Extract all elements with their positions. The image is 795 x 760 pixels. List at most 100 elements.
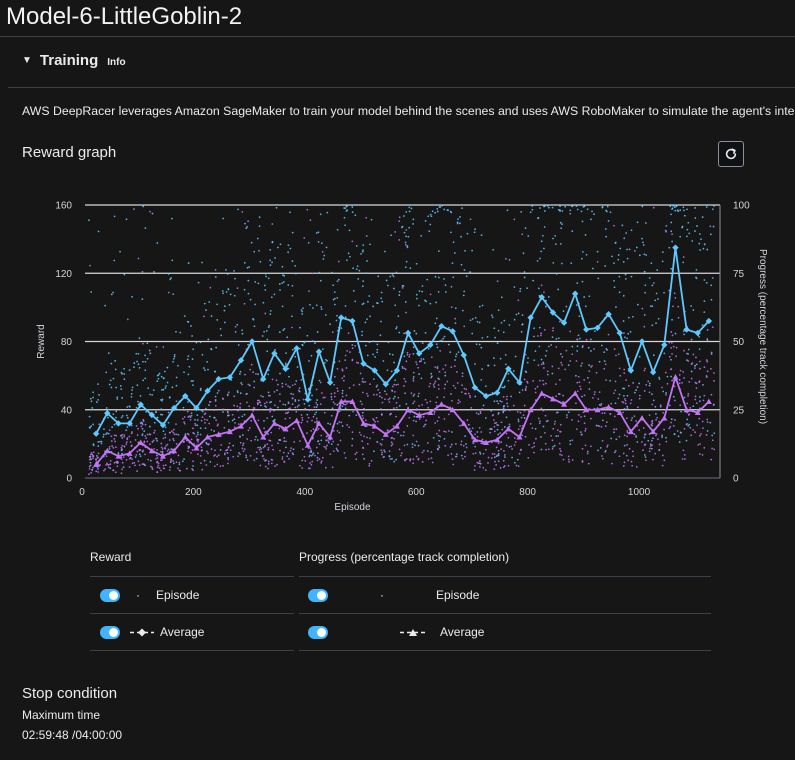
progress-episode-dot (464, 455, 466, 458)
reward-episode-dot (128, 405, 131, 408)
reward-episode-dot (597, 277, 600, 280)
reward-episode-dot (144, 354, 146, 357)
progress-episode-dot (364, 419, 367, 422)
progress-episode-dot (331, 331, 334, 334)
progress-episode-dot (323, 445, 326, 448)
progress-episode-dot (586, 450, 589, 453)
reward-average-point (516, 379, 523, 386)
progress-episode-dot (227, 462, 229, 465)
progress-episode-dot (560, 454, 563, 457)
info-link[interactable]: Info (107, 56, 126, 68)
reward-episode-toggle[interactable] (100, 588, 120, 602)
progress-episode-dot (256, 402, 259, 405)
reward-episode-dot (316, 399, 319, 401)
refresh-button[interactable] (718, 141, 744, 167)
training-section-header[interactable]: ▼ Training Info (22, 52, 126, 69)
reward-episode-dot (186, 358, 189, 361)
progress-episode-dot (643, 369, 646, 372)
progress-episode-dot (529, 423, 532, 425)
progress-episode-dot (119, 435, 122, 437)
progress-episode-toggle[interactable] (308, 588, 328, 602)
reward-episode-dot (679, 235, 682, 238)
progress-episode-dot (345, 367, 348, 369)
reward-episode-dot (443, 278, 445, 280)
progress-episode-dot (452, 384, 455, 387)
caret-down-icon[interactable]: ▼ (22, 55, 32, 66)
reward-average-toggle[interactable] (100, 625, 120, 639)
progress-episode-dot (557, 435, 560, 437)
progress-episode-dot (380, 414, 383, 416)
progress-episode-dot (330, 392, 333, 395)
reward-average-point (460, 351, 467, 359)
progress-episode-dot (581, 433, 583, 436)
reward-episode-dot (411, 443, 414, 445)
progress-episode-dot (403, 444, 406, 447)
reward-episode-dot (341, 392, 344, 395)
reward-episode-dot (430, 215, 433, 218)
reward-episode-dot (666, 375, 669, 378)
legend-progress-average[interactable]: Average (308, 625, 484, 639)
progress-episode-dot (337, 443, 339, 446)
progress-episode-dot (175, 423, 177, 426)
reward-episode-dot (112, 291, 114, 294)
progress-episode-dot (583, 422, 586, 425)
reward-episode-dot (306, 413, 309, 416)
reward-episode-dot (398, 331, 401, 334)
progress-episode-dot (581, 461, 584, 463)
legend-progress-episode[interactable]: · Episode (308, 588, 479, 602)
reward-episode-dot (588, 295, 591, 298)
progress-episode-dot (502, 449, 505, 452)
progress-average-toggle[interactable] (308, 625, 328, 639)
reward-episode-dot (160, 388, 163, 391)
reward-episode-dot (406, 246, 409, 249)
reward-episode-dot (632, 382, 635, 384)
progress-episode-dot (301, 416, 304, 419)
reward-episode-dot (421, 290, 424, 293)
progress-episode-dot (168, 439, 171, 441)
progress-episode-dot (567, 455, 570, 458)
progress-episode-dot (224, 452, 226, 455)
reward-average-point (293, 345, 300, 352)
reward-episode-dot (527, 235, 530, 237)
progress-episode-dot (363, 407, 365, 410)
progress-episode-dot (239, 453, 241, 456)
progress-episode-dot (683, 458, 686, 460)
progress-episode-dot (187, 450, 189, 453)
legend-reward-episode[interactable]: · Episode (100, 588, 199, 602)
reward-episode-dot (145, 410, 148, 413)
progress-average-point (293, 417, 300, 424)
progress-episode-dot (348, 386, 351, 389)
reward-episode-dot (175, 384, 178, 387)
legend-reward-average[interactable]: Average (100, 625, 204, 639)
progress-episode-dot (151, 468, 154, 470)
progress-episode-dot (231, 414, 234, 416)
reward-episode-dot (225, 268, 227, 271)
progress-episode-dot (676, 430, 679, 432)
reward-episode-dot (537, 216, 540, 219)
progress-episode-dot (213, 465, 216, 468)
progress-episode-dot (544, 414, 547, 417)
progress-episode-dot (677, 316, 680, 319)
progress-episode-dot (695, 402, 698, 405)
reward-episode-dot (469, 319, 472, 322)
reward-episode-dot (304, 340, 307, 343)
progress-episode-dot (281, 456, 284, 458)
progress-episode-dot (443, 396, 446, 399)
progress-episode-dot (201, 468, 204, 471)
reward-episode-dot (412, 218, 415, 221)
reward-episode-dot (205, 441, 208, 444)
progress-episode-dot (248, 405, 251, 408)
reward-episode-dot (524, 389, 527, 392)
progress-episode-dot (565, 349, 568, 352)
progress-episode-dot (137, 257, 140, 260)
reward-episode-dot (425, 300, 428, 303)
y-tick-label: 160 (55, 201, 72, 212)
progress-episode-dot (205, 407, 207, 410)
reward-episode-dot (156, 374, 159, 377)
progress-episode-dot (540, 332, 543, 335)
reward-episode-dot (551, 372, 554, 375)
reward-episode-dot (209, 461, 212, 463)
progress-episode-dot (352, 384, 355, 387)
progress-episode-dot (262, 446, 265, 449)
progress-episode-dot (310, 463, 313, 466)
